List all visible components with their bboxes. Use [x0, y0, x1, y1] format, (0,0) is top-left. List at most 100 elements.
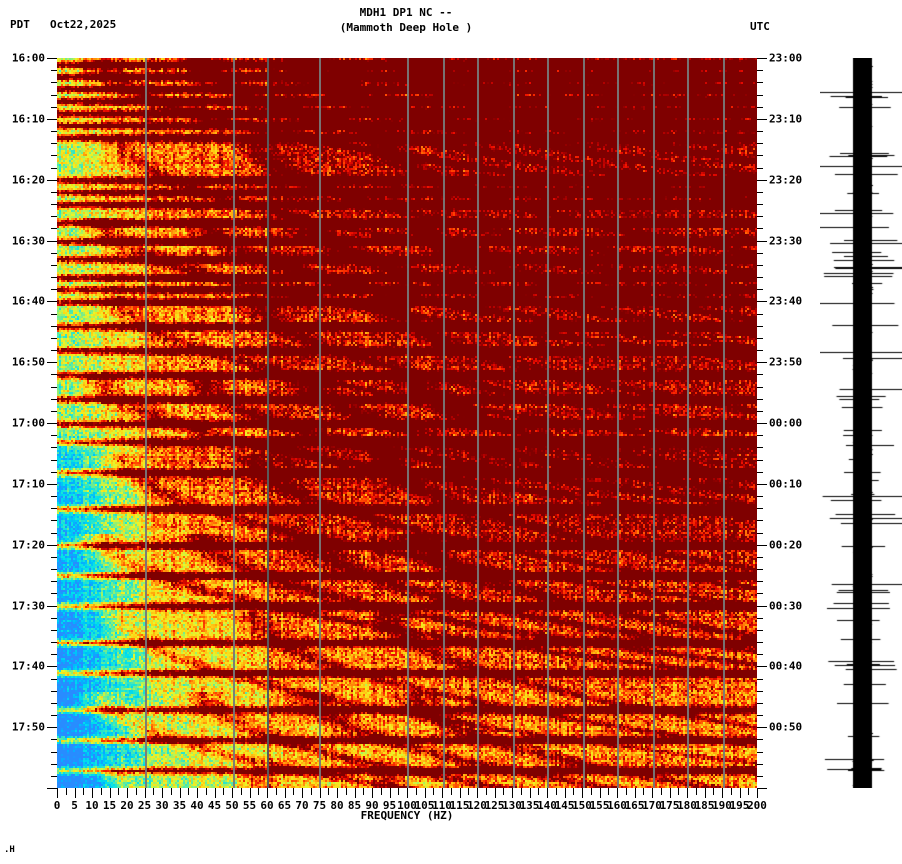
- freq-label: 190: [712, 799, 732, 812]
- frequency-axis: 0 5 10 15 20 25 30 35 40 45 50 55 60 65 70 75 80 85 90 95 10…: [54, 788, 767, 828]
- time-label-utc: 00:20: [769, 538, 803, 552]
- tick-major-right: [757, 788, 767, 789]
- tick-minor-right: [757, 106, 763, 108]
- freq-tick-minor: [503, 788, 505, 795]
- freq-tick-major: [424, 788, 426, 798]
- tick-minor-right: [757, 556, 763, 558]
- freq-label: 20: [120, 799, 134, 812]
- tick-minor-left: [51, 131, 57, 132]
- tick-minor-right: [757, 289, 763, 291]
- tick-major-right: [757, 118, 767, 120]
- freq-tick-major: [739, 788, 741, 798]
- freq-tick-minor: [223, 788, 225, 795]
- tick-minor-right: [757, 569, 763, 570]
- tick-major-right: [757, 362, 767, 364]
- time-label-pdt: 17:00: [11, 416, 45, 430]
- page-title: MDH1 DP1 NC -- (Mammoth Deep Hole ): [0, 6, 902, 34]
- time-label-pdt: 16:50: [11, 355, 45, 369]
- tick-major-right: [757, 605, 767, 607]
- freq-tick-major: [179, 788, 181, 798]
- station-code: MDH1 DP1 NC --: [359, 6, 453, 19]
- tick-minor-left: [51, 216, 57, 218]
- tick-major-left: [47, 301, 57, 303]
- freq-tick-minor: [310, 788, 312, 795]
- tick-minor-left: [51, 94, 57, 96]
- tick-major-right: [757, 423, 767, 424]
- freq-label: 40: [190, 799, 204, 812]
- tick-minor-right: [757, 678, 763, 680]
- tick-minor-right: [757, 82, 763, 84]
- freq-tick-major: [389, 788, 391, 798]
- freq-tick-minor: [520, 788, 522, 795]
- time-label-utc: 23:20: [769, 173, 803, 187]
- tick-minor-left: [51, 459, 57, 461]
- tick-minor-left: [51, 751, 57, 753]
- freq-tick-minor: [118, 788, 120, 795]
- tick-minor-left: [51, 617, 57, 619]
- freq-tick-major: [722, 788, 723, 798]
- freq-tick-minor: [590, 788, 592, 795]
- tick-major-right: [757, 58, 767, 59]
- tick-minor-right: [757, 629, 763, 631]
- tick-minor-left: [51, 277, 57, 278]
- corner-artifact: .H: [4, 845, 15, 855]
- freq-tick-major: [197, 788, 198, 798]
- spectrogram-image[interactable]: [57, 58, 757, 788]
- tick-minor-left: [51, 593, 57, 595]
- freq-tick-major: [477, 788, 478, 798]
- freq-tick-major: [687, 788, 688, 798]
- freq-label: 95: [382, 799, 397, 812]
- time-label-utc: 23:10: [769, 112, 803, 126]
- freq-label: 135: [519, 799, 540, 812]
- tick-minor-left: [51, 763, 57, 765]
- freq-label: 85: [347, 799, 362, 812]
- time-label-pdt: 16:40: [11, 294, 45, 308]
- freq-tick-major: [249, 788, 251, 798]
- tick-major-left: [47, 423, 57, 424]
- tick-minor-left: [51, 252, 57, 254]
- freq-tick-minor: [538, 788, 540, 795]
- tick-minor-left: [51, 715, 57, 716]
- spectrogram-plot[interactable]: [57, 58, 757, 788]
- tick-minor-left: [51, 106, 57, 108]
- tick-minor-right: [757, 191, 763, 193]
- freq-label: 170: [642, 799, 662, 812]
- tick-minor-right: [757, 690, 763, 692]
- tick-minor-left: [51, 350, 57, 351]
- freq-tick-major: [634, 788, 636, 798]
- tick-minor-left: [51, 70, 57, 72]
- tick-minor-right: [757, 593, 763, 595]
- tick-minor-right: [757, 252, 763, 254]
- freq-tick-major: [127, 788, 128, 798]
- freq-tick-minor: [205, 788, 207, 795]
- tick-minor-left: [51, 155, 57, 157]
- time-label-utc: 00:30: [769, 599, 803, 612]
- tick-minor-right: [757, 447, 763, 449]
- time-label-utc: 00:10: [769, 477, 803, 491]
- tick-minor-right: [757, 642, 763, 643]
- tick-minor-right: [757, 508, 763, 510]
- freq-tick-minor: [555, 788, 557, 795]
- freq-tick-major: [302, 788, 303, 798]
- tick-minor-left: [51, 228, 57, 230]
- freq-label: 50: [225, 799, 239, 812]
- freq-label: 65: [277, 799, 292, 812]
- tick-major-right: [757, 666, 767, 668]
- freq-label: 175: [659, 799, 680, 812]
- time-label-pdt: 16:20: [11, 173, 45, 187]
- tick-major-left: [47, 788, 57, 789]
- tick-minor-left: [51, 167, 57, 169]
- tick-minor-right: [757, 496, 763, 497]
- tick-major-left: [47, 362, 57, 364]
- freq-tick-major: [564, 788, 566, 798]
- freq-tick-minor: [573, 788, 575, 795]
- freq-label: 145: [554, 799, 575, 812]
- freq-label: 60: [260, 799, 274, 812]
- time-label-utc: 23:30: [769, 234, 803, 247]
- freq-tick-minor: [660, 788, 662, 795]
- tick-minor-left: [51, 471, 57, 473]
- freq-label: 90: [365, 799, 379, 812]
- time-label-utc: 23:50: [769, 355, 803, 369]
- tick-minor-left: [51, 520, 57, 522]
- freq-tick-minor: [380, 788, 382, 795]
